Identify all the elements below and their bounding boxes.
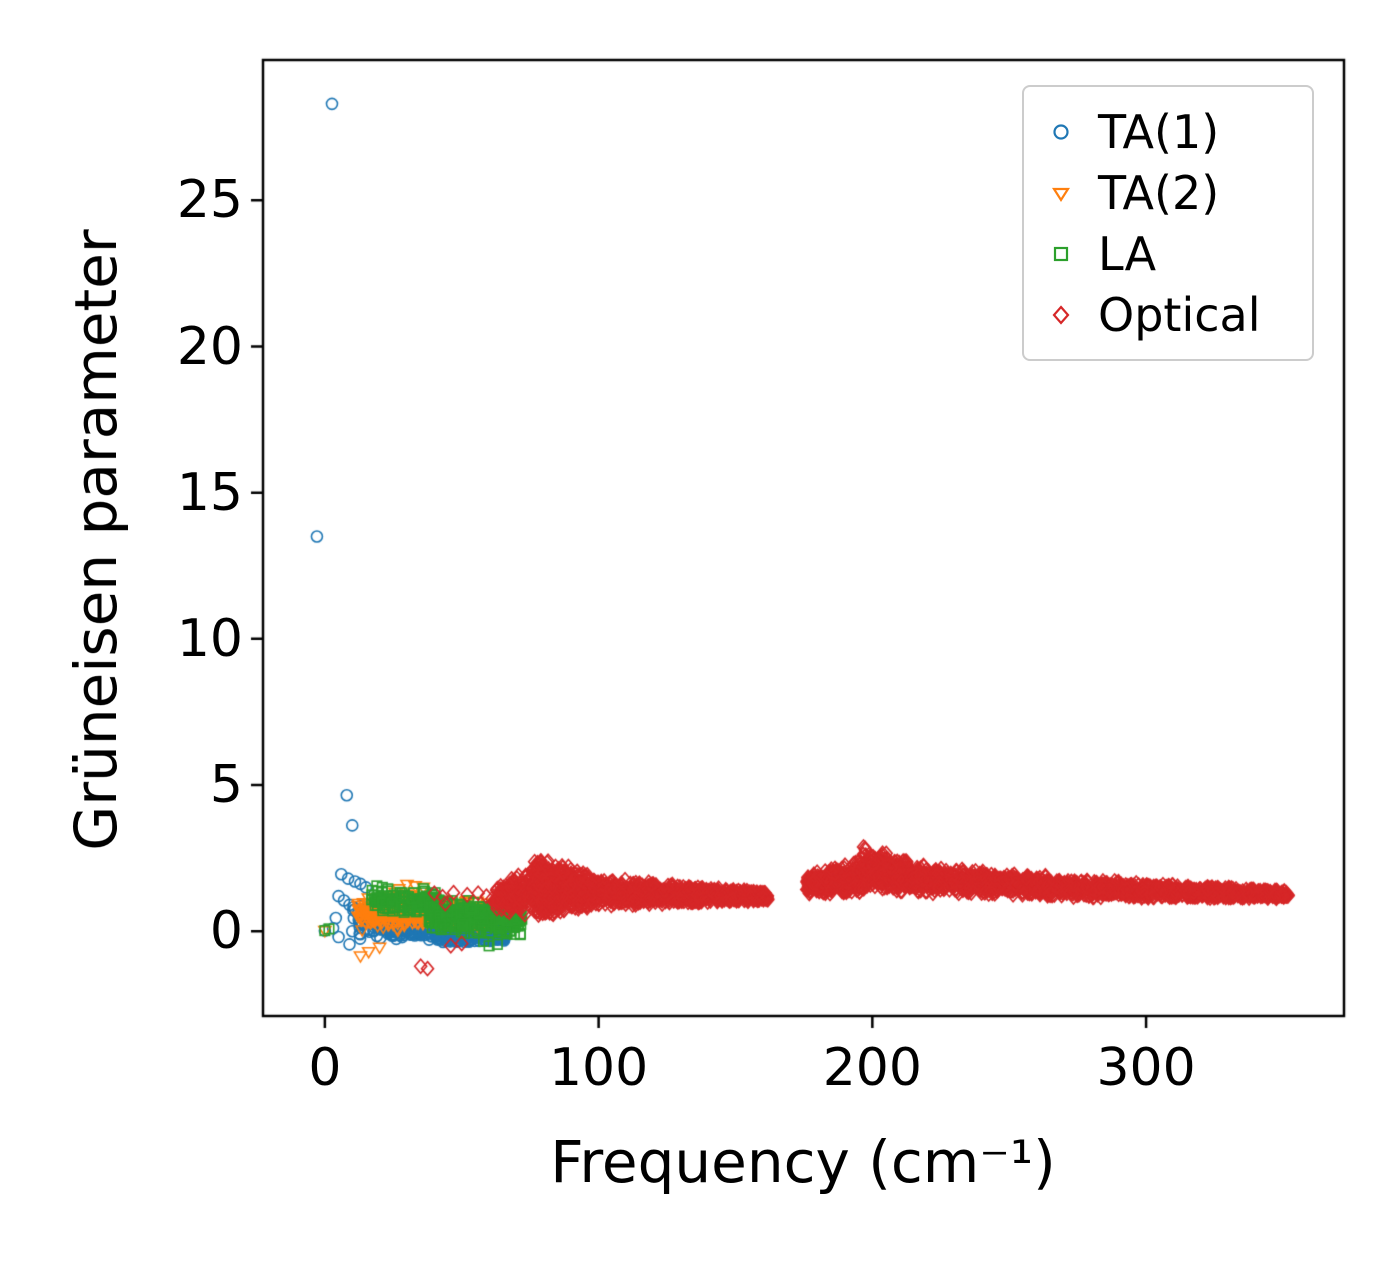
legend-item-ta2: TA(2): [1024, 162, 1312, 223]
x-tick-label: 0: [308, 1038, 342, 1098]
legend-item-ta1: TA(1): [1024, 101, 1312, 162]
square-marker-icon: [1053, 246, 1069, 261]
legend-label-ta1: TA(1): [1098, 104, 1220, 159]
y-tick-label: 25: [176, 170, 243, 231]
triangle-down-marker-icon: [1051, 187, 1071, 202]
x-tick-label: 100: [548, 1038, 649, 1098]
x-tick-label: 200: [822, 1038, 922, 1098]
y-tick-label: 10: [176, 608, 243, 669]
x-tick-label: 300: [1096, 1038, 1196, 1098]
x-axis-label: Frequency (cm⁻¹): [550, 1128, 1056, 1196]
y-tick-label: 5: [209, 755, 243, 816]
legend-label-optical: Optical: [1098, 287, 1261, 342]
diamond-marker-icon: [1052, 304, 1070, 325]
legend-item-la: LA: [1024, 223, 1312, 284]
circle-marker-icon: [1053, 123, 1069, 140]
legend-label-ta2: TA(2): [1098, 165, 1220, 220]
y-tick-label: 15: [176, 462, 243, 523]
legend: TA(1) TA(2) LA Optical: [1022, 85, 1314, 361]
y-tick-label: 0: [209, 901, 243, 962]
y-axis-label: Grüneisen parameter: [62, 229, 130, 851]
legend-label-la: LA: [1098, 226, 1157, 281]
y-tick-label: 20: [176, 316, 243, 377]
legend-item-optical: Optical: [1024, 284, 1312, 345]
